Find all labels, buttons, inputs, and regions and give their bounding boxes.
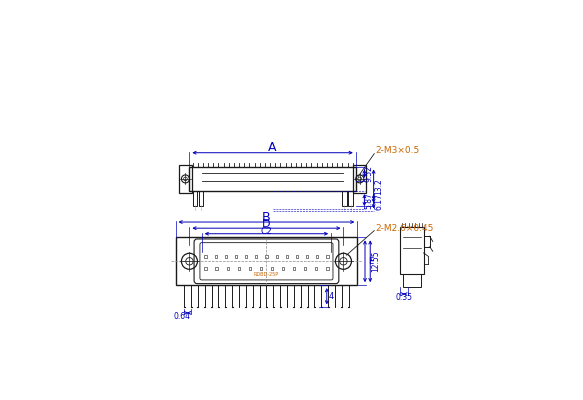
- Bar: [271, 267, 273, 270]
- Bar: [215, 255, 217, 258]
- Bar: [216, 267, 217, 270]
- Text: 9.52: 9.52: [365, 165, 374, 182]
- Bar: [265, 255, 268, 258]
- Text: 4: 4: [329, 292, 334, 301]
- Text: B: B: [262, 210, 271, 224]
- Bar: [245, 255, 247, 258]
- Bar: [306, 255, 308, 258]
- Bar: [189, 166, 356, 191]
- Bar: [192, 191, 197, 206]
- Bar: [282, 267, 284, 270]
- Text: 0.35: 0.35: [396, 293, 413, 302]
- Bar: [224, 255, 227, 258]
- Bar: [286, 255, 288, 258]
- Text: RDBD-25P: RDBD-25P: [254, 272, 279, 276]
- Bar: [293, 267, 295, 270]
- Bar: [326, 267, 328, 270]
- Bar: [199, 191, 203, 206]
- Bar: [401, 227, 423, 274]
- Bar: [353, 165, 366, 193]
- Bar: [296, 255, 298, 258]
- Text: 2-M2.6×0.45: 2-M2.6×0.45: [376, 224, 434, 233]
- Bar: [403, 274, 421, 287]
- Bar: [326, 255, 328, 258]
- Text: 13.2: 13.2: [374, 178, 383, 195]
- Text: A: A: [268, 141, 277, 154]
- Text: D: D: [262, 219, 271, 229]
- Bar: [205, 267, 206, 270]
- Text: 6.17: 6.17: [374, 193, 383, 210]
- Bar: [342, 191, 346, 206]
- Bar: [179, 165, 192, 193]
- Bar: [205, 255, 206, 258]
- Bar: [238, 267, 240, 270]
- Bar: [249, 267, 251, 270]
- Text: E: E: [368, 257, 373, 266]
- Text: 0.64: 0.64: [173, 312, 190, 321]
- Bar: [255, 255, 257, 258]
- Bar: [260, 267, 262, 270]
- Bar: [316, 255, 318, 258]
- Bar: [276, 255, 278, 258]
- Bar: [227, 267, 229, 270]
- Text: C2: C2: [261, 227, 272, 236]
- Bar: [304, 267, 306, 270]
- Bar: [315, 267, 317, 270]
- Text: 12.55: 12.55: [371, 250, 380, 272]
- Text: 5.87: 5.87: [365, 192, 374, 208]
- Bar: [349, 191, 353, 206]
- Bar: [235, 255, 237, 258]
- Bar: [175, 238, 357, 285]
- Text: 2-M3×0.5: 2-M3×0.5: [376, 146, 420, 155]
